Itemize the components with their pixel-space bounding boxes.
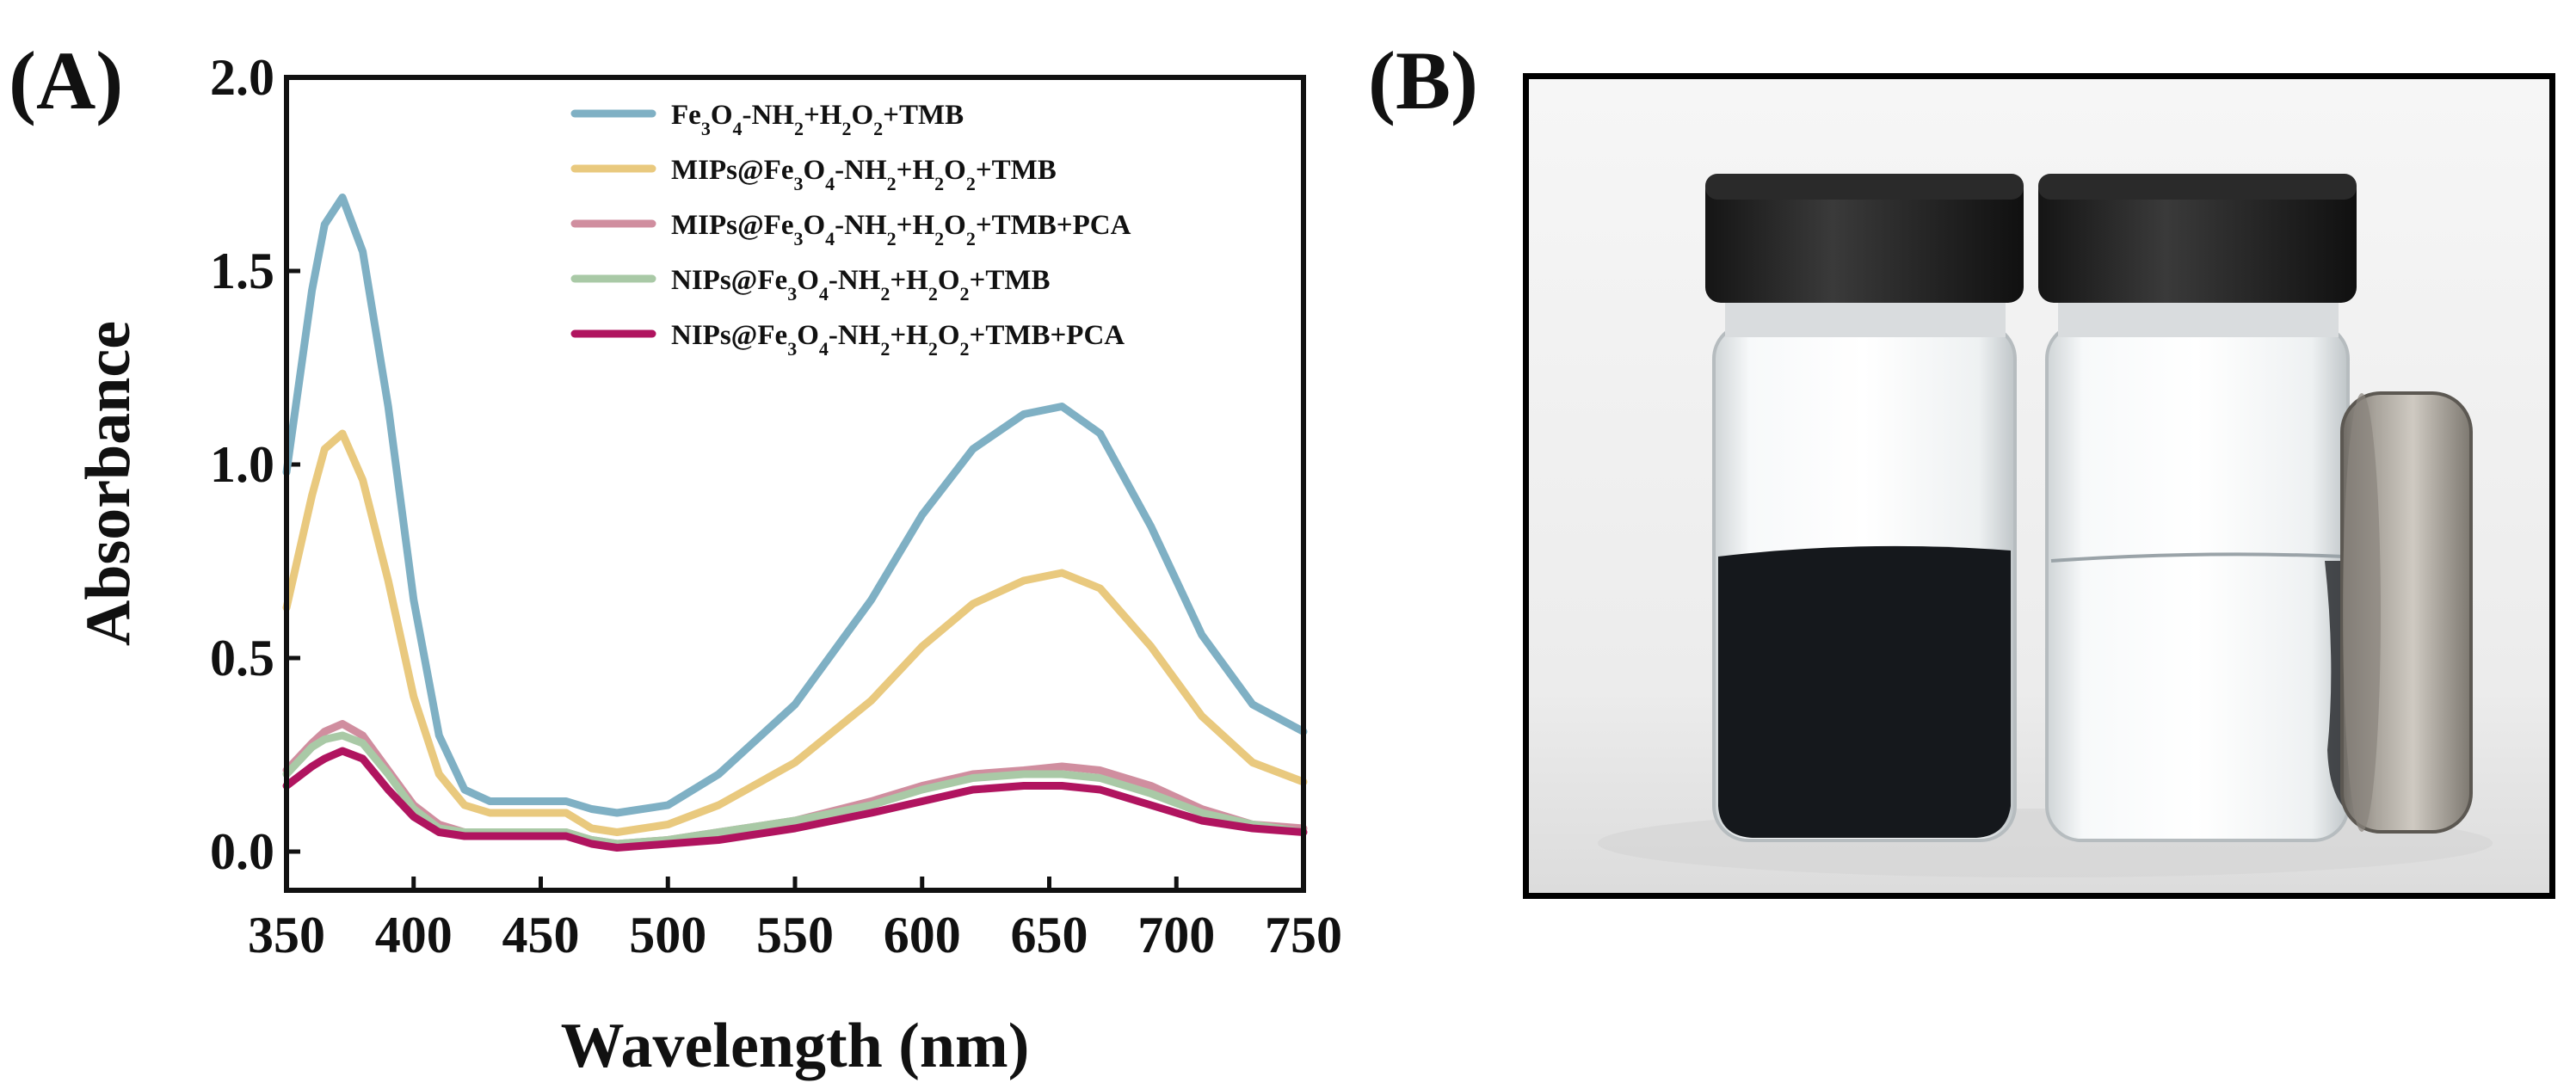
x-tick-label: 600 bbox=[884, 907, 961, 963]
panel-b-label: (B) bbox=[1368, 34, 1478, 126]
vial-separated bbox=[2038, 174, 2357, 842]
vial-dispersed bbox=[1705, 174, 2024, 842]
x-axis-title: Wavelength (nm) bbox=[561, 1011, 1030, 1081]
x-tick-label: 500 bbox=[629, 907, 706, 963]
y-tick-label: 2.0 bbox=[210, 49, 274, 106]
panel-a-label: (A) bbox=[9, 34, 124, 126]
chart-svg: 350 400 450 500 550 600 650 700 750 0.0 0.5 1.0 1.5 2… bbox=[73, 49, 1342, 1081]
legend-label-5: NIPs@Fe3O4-NH2+H2O2+TMB+PCA bbox=[671, 320, 1125, 360]
x-tick-label: 650 bbox=[1011, 907, 1088, 963]
y-tick-label: 0.5 bbox=[210, 630, 274, 686]
x-tick-label: 750 bbox=[1265, 907, 1342, 963]
magnet bbox=[2340, 391, 2473, 834]
x-tick-label: 350 bbox=[248, 907, 325, 963]
x-tick-label: 700 bbox=[1137, 907, 1215, 963]
x-tick-label: 550 bbox=[756, 907, 834, 963]
y-tick-label: 1.5 bbox=[210, 243, 274, 299]
chart-layer: 350 400 450 500 550 600 650 700 750 0.0 0.5 1.0 1.5 2… bbox=[210, 49, 1342, 963]
legend-label-2: MIPs@Fe3O4-NH2+H2O2+TMB bbox=[671, 155, 1057, 194]
y-tick-label: 0.0 bbox=[210, 823, 274, 880]
y-axis-title: Absorbance bbox=[73, 321, 144, 646]
x-tick-label: 450 bbox=[502, 907, 580, 963]
absorbance-chart: 350 400 450 500 550 600 650 700 750 0.0 0.5 1.0 1.5 2… bbox=[73, 49, 1342, 1081]
series-line-5 bbox=[282, 747, 1308, 852]
y-tick-label: 1.0 bbox=[210, 436, 274, 493]
x-tick-label: 400 bbox=[375, 907, 453, 963]
series-line-1 bbox=[282, 194, 1308, 817]
plot-frame bbox=[284, 75, 1306, 893]
legend-label-4: NIPs@Fe3O4-NH2+H2O2+TMB bbox=[671, 265, 1051, 305]
vials-with-magnet-photo bbox=[1529, 79, 2549, 893]
legend-label-1: Fe3O4-NH2+H2O2+TMB bbox=[671, 100, 964, 139]
photo-panel-b bbox=[1523, 73, 2555, 899]
legend-label-3: MIPs@Fe3O4-NH2+H2O2+TMB+PCA bbox=[671, 210, 1131, 249]
series-line-2 bbox=[282, 429, 1308, 836]
